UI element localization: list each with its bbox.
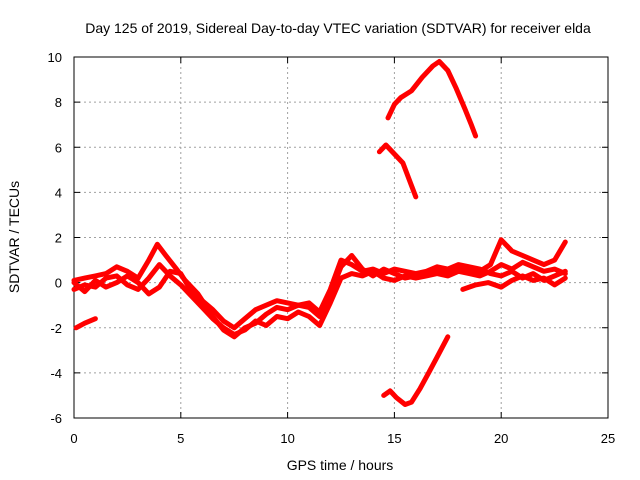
x-axis-label: GPS time / hours <box>287 457 394 473</box>
y-tick-label: 6 <box>55 140 62 155</box>
grid <box>74 57 608 418</box>
y-tick-label: -2 <box>50 321 62 336</box>
x-tick-label: 5 <box>177 431 184 446</box>
x-tick-label: 0 <box>70 431 77 446</box>
x-tick-labels: 0 5 10 15 20 25 <box>70 431 615 446</box>
y-tick-label: 0 <box>55 276 62 291</box>
series-track-5 <box>460 273 568 292</box>
y-tick-label: 8 <box>55 95 62 110</box>
y-tick-label: -6 <box>50 411 62 426</box>
x-tick-label: 15 <box>387 431 401 446</box>
y-tick-label: 2 <box>55 231 62 246</box>
ticks <box>73 56 609 419</box>
series-track-4 <box>73 316 98 331</box>
y-axis-label: SDTVAR / TECUs <box>6 181 22 293</box>
y-tick-label: 4 <box>55 185 62 200</box>
x-tick-label: 25 <box>601 431 615 446</box>
series-track-6 <box>376 142 419 200</box>
chart-title: Day 125 of 2019, Sidereal Day-to-day VTE… <box>85 20 591 36</box>
x-tick-label: 10 <box>280 431 294 446</box>
series-group <box>71 59 568 407</box>
series-track-7 <box>385 59 479 139</box>
series-track-8 <box>381 334 451 407</box>
series-track-2 <box>71 259 568 337</box>
y-tick-label: 10 <box>48 50 62 65</box>
x-tick-label: 20 <box>494 431 508 446</box>
y-tick-labels: -6 -4 -2 0 2 4 6 8 10 <box>48 50 62 426</box>
series-track-3 <box>71 257 568 331</box>
y-tick-label: -4 <box>50 366 62 381</box>
